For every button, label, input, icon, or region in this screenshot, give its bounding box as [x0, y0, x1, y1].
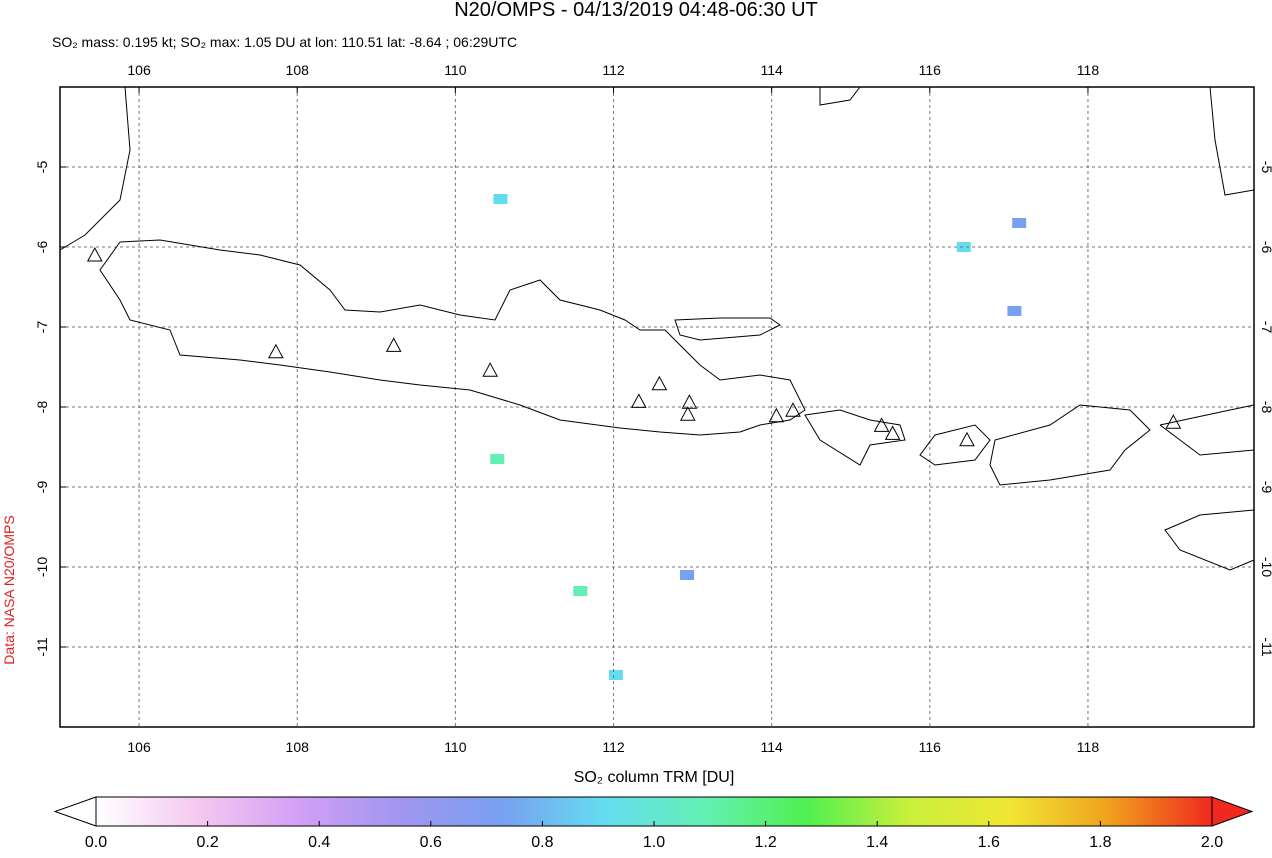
- volcano: [681, 394, 698, 409]
- so2-pixel: [1012, 218, 1027, 228]
- y-tick-label: -9: [1259, 481, 1272, 494]
- y-tick-label: -5: [1259, 161, 1272, 174]
- y-tick-label: -11: [34, 637, 50, 656]
- x-tick-label: 118: [1077, 62, 1100, 78]
- volcano: [385, 337, 402, 352]
- sulawesi: [1209, 86, 1255, 196]
- java: [99, 239, 806, 436]
- colorbar-tick-label: 0.0: [85, 834, 107, 851]
- colorbar-tick-label: 0.2: [196, 834, 218, 851]
- x-tick-label: 112: [602, 62, 625, 78]
- volcano: [630, 393, 647, 408]
- y-tick-label: -5: [34, 161, 50, 174]
- y-tick-label: -8: [1259, 401, 1272, 414]
- y-tick-label: -6: [34, 241, 50, 254]
- volcano: [785, 402, 801, 417]
- colorbar-tick-label: 1.4: [866, 834, 888, 851]
- x-tick-label: 110: [444, 62, 467, 78]
- colorbar: 0.0 0.2 0.4 0.6 0.8 1.0 1.2 1.4 1.6 1.8 2.0: [53, 796, 1254, 851]
- x-tick-label: 112: [602, 739, 625, 755]
- volcano: [268, 343, 284, 359]
- volcano: [959, 431, 975, 447]
- colorbar-tick-label: 1.0: [643, 834, 665, 851]
- colorbar-tick-label: 1.8: [1089, 834, 1111, 851]
- colorbar-tick-label: 2.0: [1201, 834, 1223, 851]
- so2-pixel: [493, 194, 508, 204]
- x-tick-label: 114: [760, 739, 783, 755]
- colorbar-over: [1211, 796, 1254, 827]
- so2-pixel: [956, 242, 971, 252]
- madura: [674, 317, 781, 341]
- volcano: [651, 375, 668, 391]
- y-tick-label: -11: [1259, 637, 1272, 656]
- so2-pixel: [608, 670, 623, 680]
- x-tick-label: 118: [1077, 739, 1100, 755]
- x-tick-label: 106: [127, 739, 151, 755]
- y-tick-label: -8: [34, 401, 50, 414]
- volcano: [482, 362, 498, 377]
- y-tick-label: -10: [34, 557, 50, 577]
- x-tick-label: 116: [919, 62, 942, 78]
- colorbar-tick-label: 0.4: [308, 834, 330, 851]
- y-tick-label: -7: [1259, 321, 1272, 334]
- x-tick-label: 106: [127, 62, 151, 78]
- so2-pixel: [1007, 306, 1022, 316]
- y-tick-label: -7: [34, 321, 50, 334]
- colorbar-label: SO₂ column TRM [DU]: [574, 769, 735, 786]
- colorbar-tick-label: 1.2: [754, 834, 776, 851]
- colorbar-tick-label: 0.6: [420, 834, 442, 851]
- volcano: [680, 406, 696, 421]
- coastlines: [59, 86, 1255, 571]
- map: [60, 87, 1254, 727]
- volcano: [873, 417, 890, 432]
- so2-pixel: [490, 454, 505, 464]
- colorbar-tick-label: 0.8: [531, 834, 553, 851]
- y-tick-label: -9: [34, 481, 50, 494]
- volcano: [86, 246, 103, 262]
- x-tick-label: 116: [919, 739, 942, 755]
- kalimantan: [819, 86, 861, 106]
- x-tick-label: 108: [286, 62, 310, 78]
- credit: Data: NASA N20/OMPS: [1, 515, 17, 664]
- lombok: [919, 424, 991, 466]
- so2-pixel: [680, 570, 695, 580]
- sumbawa: [989, 404, 1151, 486]
- y-tick-label: -6: [1259, 241, 1272, 254]
- colorbar-tick-label: 1.6: [978, 834, 1000, 851]
- so2-pixel: [573, 586, 588, 596]
- volcano: [884, 425, 901, 440]
- x-tick-label: 110: [444, 739, 467, 755]
- sumba: [1164, 509, 1255, 571]
- y-tick-label: -10: [1259, 557, 1272, 577]
- flores: [1159, 404, 1255, 456]
- subtitle: SO₂ mass: 0.195 kt; SO₂ max: 1.05 DU at …: [52, 34, 517, 50]
- x-tick-label: 108: [286, 739, 310, 755]
- sumatra: [59, 86, 131, 251]
- map-frame: [59, 86, 1255, 728]
- bali: [804, 409, 906, 466]
- title: N20/OMPS - 04/13/2019 04:48-06:30 UT: [454, 0, 818, 21]
- colorbar-under: [53, 796, 97, 827]
- x-tick-label: 114: [760, 62, 783, 78]
